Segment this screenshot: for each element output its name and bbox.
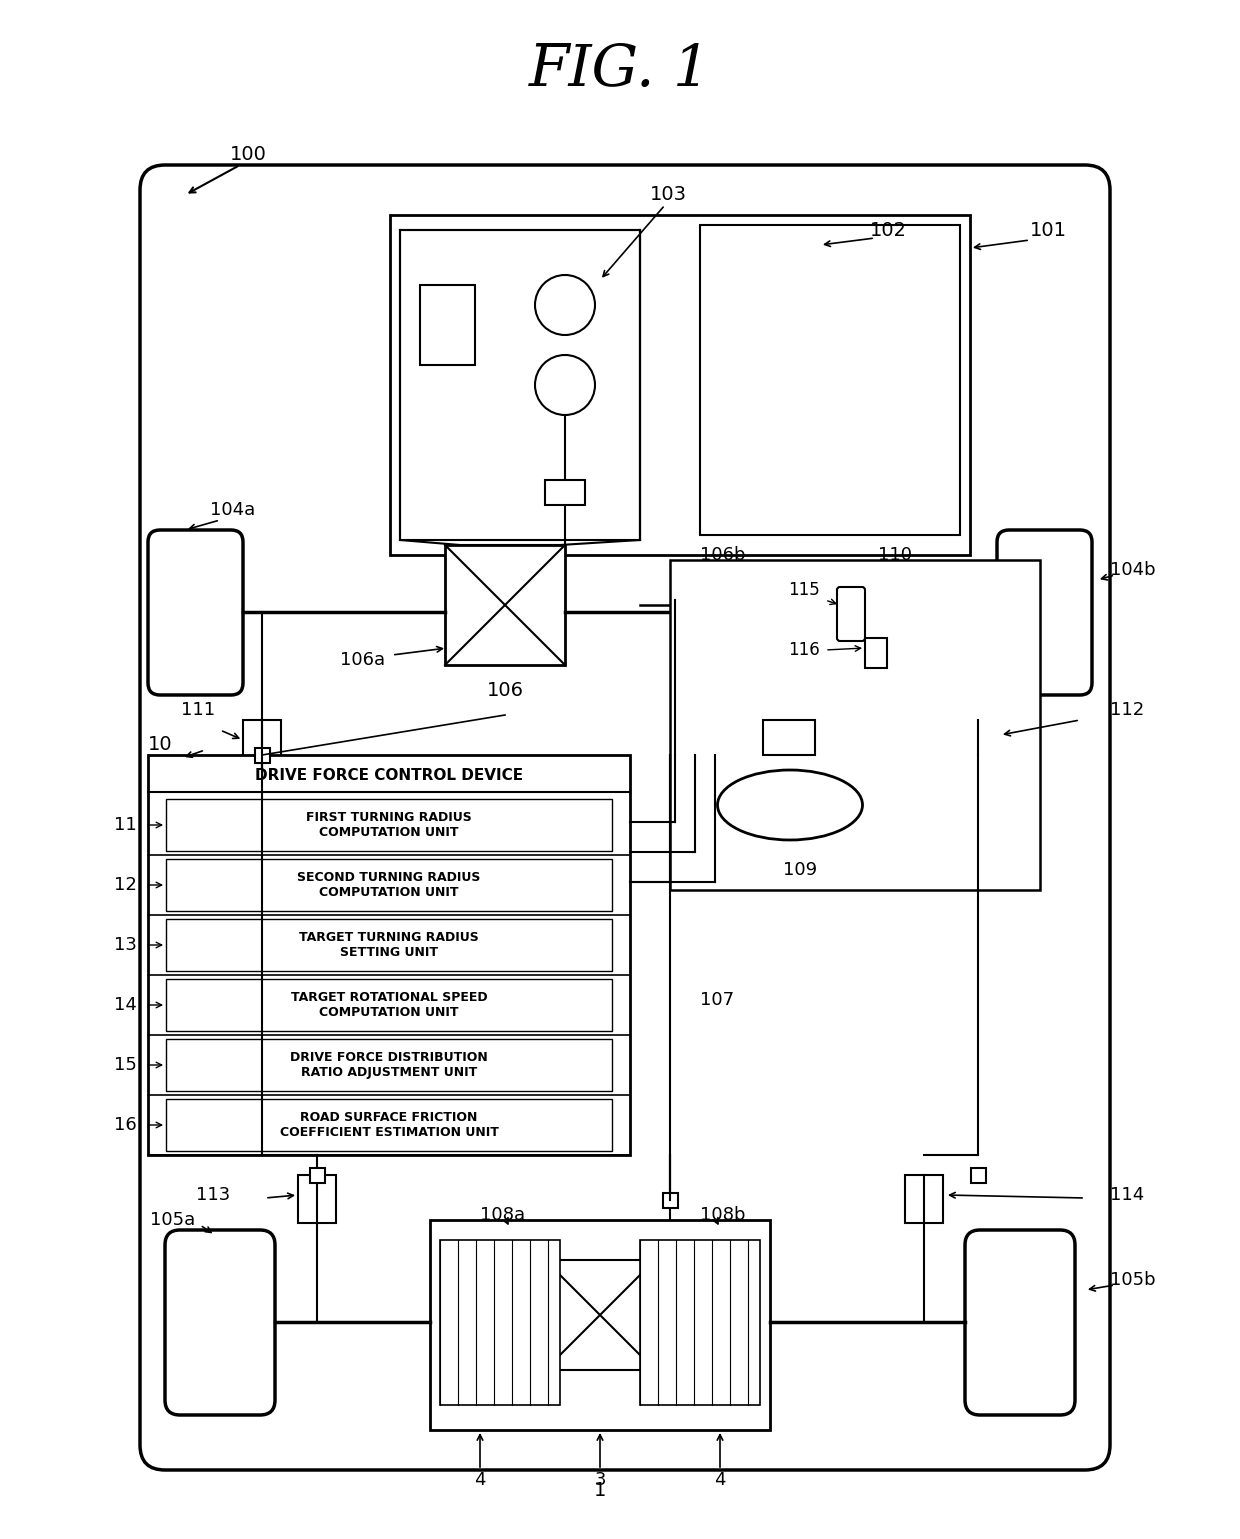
Text: 11: 11 — [114, 816, 136, 834]
Text: 115: 115 — [789, 582, 820, 599]
Bar — [255, 748, 270, 763]
Bar — [701, 225, 960, 536]
Text: 14: 14 — [114, 996, 136, 1014]
FancyBboxPatch shape — [148, 529, 243, 696]
Text: 12: 12 — [114, 876, 136, 894]
Bar — [763, 720, 815, 756]
Bar — [546, 480, 585, 505]
Text: 116: 116 — [789, 642, 820, 659]
Bar — [166, 859, 613, 911]
Bar — [960, 720, 998, 768]
Bar — [298, 1174, 336, 1224]
FancyBboxPatch shape — [965, 1230, 1075, 1414]
Text: 104a: 104a — [210, 502, 255, 519]
FancyBboxPatch shape — [837, 586, 866, 642]
Text: 113: 113 — [196, 1187, 229, 1203]
Text: 108a: 108a — [480, 1207, 525, 1224]
Bar — [166, 919, 613, 971]
Bar — [663, 1193, 678, 1208]
Polygon shape — [401, 229, 640, 545]
Text: 16: 16 — [114, 1116, 136, 1134]
Text: 108b: 108b — [701, 1207, 745, 1224]
Text: 4: 4 — [714, 1471, 725, 1490]
Bar — [310, 1168, 325, 1183]
Bar — [391, 215, 970, 556]
Text: 104b: 104b — [1110, 562, 1156, 579]
Bar — [640, 1240, 760, 1405]
Text: 3: 3 — [594, 1471, 606, 1490]
Bar — [971, 1168, 986, 1183]
Text: 107: 107 — [701, 991, 734, 1010]
Text: SECOND TURNING RADIUS
COMPUTATION UNIT: SECOND TURNING RADIUS COMPUTATION UNIT — [298, 871, 481, 899]
Text: 15: 15 — [114, 1056, 136, 1074]
Text: 101: 101 — [1030, 220, 1066, 240]
Bar — [148, 756, 630, 1154]
Bar — [866, 639, 887, 668]
Text: 13: 13 — [114, 936, 136, 954]
Text: 109: 109 — [782, 860, 817, 879]
Text: 106a: 106a — [340, 651, 384, 669]
Text: TARGET TURNING RADIUS
SETTING UNIT: TARGET TURNING RADIUS SETTING UNIT — [299, 931, 479, 959]
Bar — [243, 720, 281, 768]
Text: 105a: 105a — [150, 1211, 195, 1230]
Text: 110: 110 — [878, 546, 911, 563]
Text: 114: 114 — [1110, 1187, 1145, 1203]
Text: 4: 4 — [474, 1471, 486, 1490]
Bar — [670, 560, 1040, 890]
Text: 111: 111 — [181, 700, 215, 719]
FancyBboxPatch shape — [997, 529, 1092, 696]
FancyBboxPatch shape — [140, 165, 1110, 1470]
Text: 105b: 105b — [1110, 1271, 1156, 1290]
Text: 10: 10 — [148, 736, 172, 754]
Bar — [546, 1260, 655, 1370]
Bar — [166, 1039, 613, 1091]
Text: TARGET ROTATIONAL SPEED
COMPUTATION UNIT: TARGET ROTATIONAL SPEED COMPUTATION UNIT — [290, 991, 487, 1019]
Bar — [166, 1099, 613, 1151]
Text: 103: 103 — [650, 186, 687, 205]
Text: FIRST TURNING RADIUS
COMPUTATION UNIT: FIRST TURNING RADIUS COMPUTATION UNIT — [306, 811, 472, 839]
Bar — [166, 799, 613, 851]
Text: 106: 106 — [486, 680, 523, 700]
Text: 100: 100 — [229, 146, 267, 165]
Text: DRIVE FORCE DISTRIBUTION
RATIO ADJUSTMENT UNIT: DRIVE FORCE DISTRIBUTION RATIO ADJUSTMEN… — [290, 1051, 487, 1079]
Text: 102: 102 — [870, 220, 906, 240]
Text: ROAD SURFACE FRICTION
COEFFICIENT ESTIMATION UNIT: ROAD SURFACE FRICTION COEFFICIENT ESTIMA… — [279, 1111, 498, 1139]
Text: FIG. 1: FIG. 1 — [529, 42, 711, 98]
Bar — [420, 285, 475, 365]
Bar — [430, 1220, 770, 1430]
Bar — [890, 565, 980, 676]
Text: 106b: 106b — [701, 546, 745, 563]
Text: 1: 1 — [594, 1481, 606, 1499]
Bar — [440, 1240, 560, 1405]
Bar — [689, 565, 740, 645]
Bar — [445, 545, 565, 665]
Bar — [166, 979, 613, 1031]
FancyBboxPatch shape — [165, 1230, 275, 1414]
Text: 112: 112 — [1110, 700, 1145, 719]
Bar — [905, 1174, 942, 1224]
Text: DRIVE FORCE CONTROL DEVICE: DRIVE FORCE CONTROL DEVICE — [255, 768, 523, 782]
